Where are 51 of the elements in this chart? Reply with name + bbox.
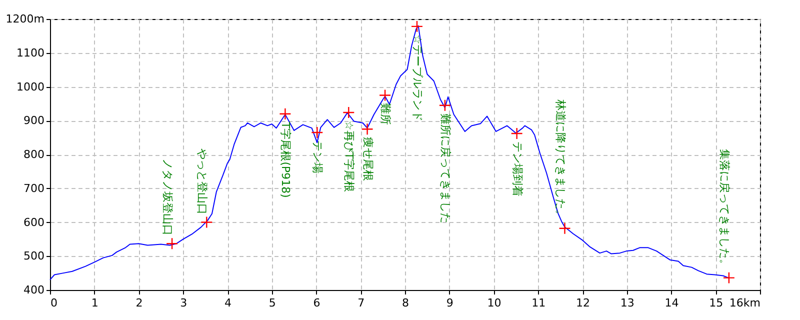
x-tick-label: 16km: [729, 296, 760, 310]
x-tick-label: 6: [313, 296, 320, 310]
annotation: 痩せ尾根: [361, 137, 374, 182]
point: [166, 238, 178, 250]
point: [438, 99, 452, 112]
point: [558, 222, 571, 234]
annotation: 難所: [379, 103, 392, 126]
y-tick-label: 900: [24, 114, 44, 128]
x-tick-label: 13: [620, 296, 634, 310]
x-tick-label: 3: [180, 296, 188, 310]
y-tick-label: 400: [24, 284, 44, 296]
annotation: T字尾根(P918): [279, 120, 292, 198]
annotation: 林道に降りてきました。: [554, 98, 567, 220]
x-tick-label: 5: [268, 296, 276, 310]
x-tick-label: 9: [446, 296, 454, 310]
y-tick-label: 600: [24, 216, 44, 229]
x-tick-label: 8: [402, 296, 409, 310]
x-tick-label: 15: [709, 296, 724, 310]
x-tick-label: 14: [664, 296, 679, 310]
y-tick-label: 700: [24, 182, 44, 195]
annotation: テン場到着: [510, 141, 524, 196]
point: [510, 127, 523, 140]
line-series: [50, 25, 729, 280]
x-tick-label: 2: [136, 296, 143, 310]
annotation: やっと登山口: [196, 148, 209, 214]
point: [378, 89, 392, 102]
point: [311, 126, 324, 139]
x-tick-label: 0: [50, 296, 58, 310]
x-tick-label: 11: [532, 296, 546, 310]
x-tick-label: 7: [358, 296, 365, 310]
x-tick-label: 10: [487, 296, 502, 310]
point: [361, 123, 374, 136]
x-tick-label: 12: [576, 296, 590, 310]
y-tick-label: 1100: [16, 46, 44, 60]
annotation: 集落に戻ってきました。: [718, 148, 731, 270]
annotation: ☆再びT字尾根: [342, 120, 356, 192]
annotation: ノタノ坂登山口: [161, 158, 174, 236]
y-tick-label: 1000: [16, 80, 44, 94]
y-tick-label: 1200m: [6, 12, 44, 26]
point: [410, 20, 424, 33]
annotation: 難所に戻ってきました: [438, 113, 452, 224]
x-tick-label: 1: [91, 296, 98, 310]
y-tick-label: 500: [24, 250, 44, 263]
point: [342, 106, 355, 119]
point: [722, 272, 736, 284]
annotation: テン場: [311, 140, 324, 174]
x-tick-label: 4: [224, 296, 232, 310]
y-tick-label: 800: [24, 148, 44, 161]
annotation: ☆テーブルランド: [410, 34, 424, 122]
point: [279, 108, 292, 120]
point: [200, 216, 213, 228]
